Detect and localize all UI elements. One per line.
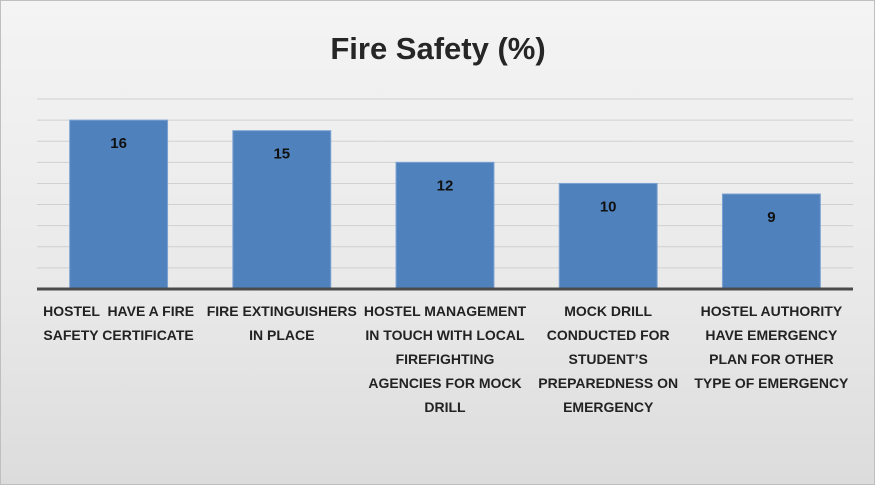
bar xyxy=(395,161,495,290)
data-label: 10 xyxy=(600,198,617,215)
x-tick-label: HOSTEL HAVE A FIRE SAFETY CERTIFICATE xyxy=(43,303,198,343)
bar xyxy=(558,182,658,290)
bar xyxy=(721,193,821,290)
data-label: 9 xyxy=(767,209,775,226)
bar xyxy=(232,130,332,290)
bar xyxy=(69,119,169,290)
data-label: 12 xyxy=(437,177,454,194)
data-label: 16 xyxy=(110,135,127,152)
x-tick-label: HOSTEL AUTHORITY HAVE EMERGENCY PLAN FOR… xyxy=(694,303,849,391)
x-tick-label: MOCK DRILL CONDUCTED FOR STUDENT’S PREPA… xyxy=(538,303,682,415)
data-label: 15 xyxy=(273,146,290,163)
x-tick-label: FIRE EXTINGUISHERS IN PLACE xyxy=(206,303,361,343)
x-tick-label: HOSTEL MANAGEMENT IN TOUCH WITH LOCAL FI… xyxy=(363,303,531,415)
chart-title: Fire Safety (%) xyxy=(330,31,545,66)
